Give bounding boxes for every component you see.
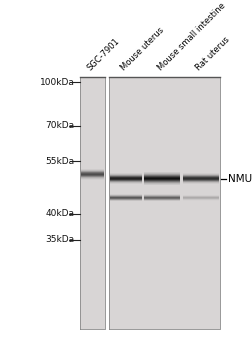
Text: SGC-7901: SGC-7901: [86, 37, 121, 73]
Text: 55kDa: 55kDa: [45, 156, 74, 166]
Text: Rat uterus: Rat uterus: [194, 35, 231, 73]
Text: Mouse small intestine: Mouse small intestine: [155, 1, 226, 73]
Text: 100kDa: 100kDa: [40, 78, 74, 87]
Text: NMUR2: NMUR2: [227, 174, 252, 183]
Text: 35kDa: 35kDa: [45, 235, 74, 244]
Text: 40kDa: 40kDa: [45, 209, 74, 218]
Text: 70kDa: 70kDa: [45, 121, 74, 131]
Bar: [108, 77, 219, 329]
Text: Mouse uterus: Mouse uterus: [119, 26, 166, 73]
Bar: [79, 77, 105, 329]
